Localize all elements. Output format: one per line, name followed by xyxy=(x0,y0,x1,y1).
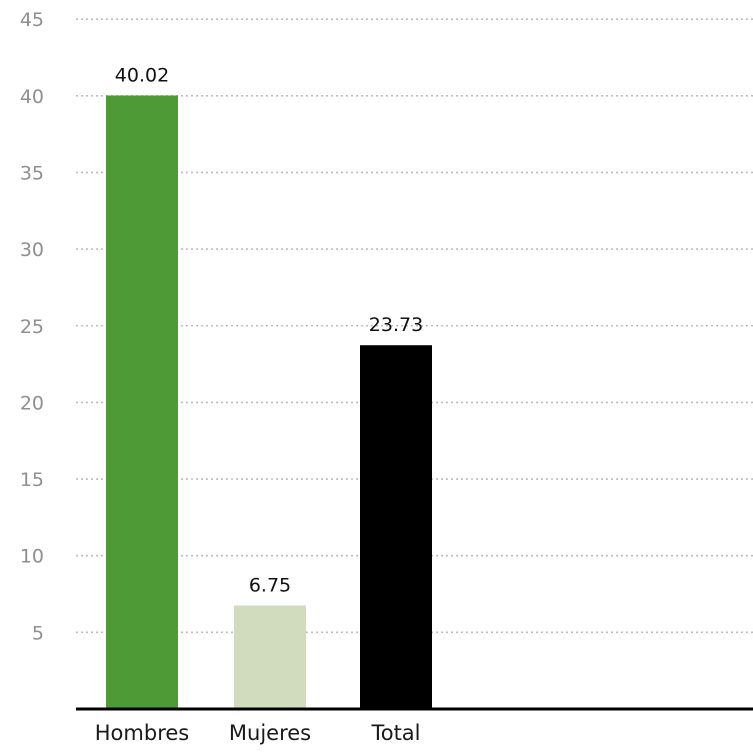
bar xyxy=(234,605,306,709)
y-tick-label: 30 xyxy=(20,239,44,261)
x-tick-label: Total xyxy=(370,721,420,745)
data-label: 23.73 xyxy=(369,314,423,336)
y-tick-label: 40 xyxy=(20,86,44,108)
data-label: 6.75 xyxy=(249,575,291,597)
data-label: 40.02 xyxy=(115,64,169,86)
value-labels: 40.02 6.75 23.73 xyxy=(115,64,423,596)
y-tick-label: 5 xyxy=(32,622,44,644)
y-tick-label: 15 xyxy=(20,469,44,491)
bar xyxy=(106,95,178,709)
bar xyxy=(360,345,432,709)
y-tick-label: 25 xyxy=(20,316,44,338)
y-tick-label: 35 xyxy=(20,162,44,184)
y-tick-label: 45 xyxy=(20,9,44,31)
x-axis-categories: Hombres Mujeres Total xyxy=(95,721,421,745)
bars xyxy=(106,95,432,709)
y-tick-label: 20 xyxy=(20,392,44,414)
y-tick-label: 10 xyxy=(20,546,44,568)
x-tick-label: Hombres xyxy=(95,721,189,745)
x-tick-label: Mujeres xyxy=(229,721,311,745)
y-axis-ticks: 5 10 15 20 25 30 35 40 45 xyxy=(20,9,44,644)
